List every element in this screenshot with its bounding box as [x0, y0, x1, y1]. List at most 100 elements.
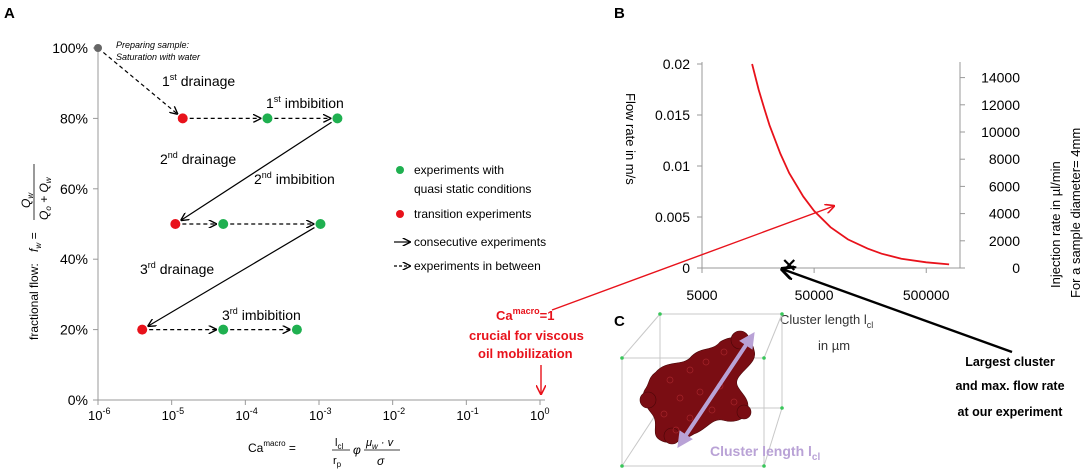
- largest-cluster-callout: Largest cluster and max. flow rate at ou…: [955, 355, 1064, 419]
- solid-arrow: [181, 121, 332, 220]
- legend-quasi-static-1: experiments with: [414, 163, 504, 177]
- y2-tick-label: 2000: [989, 233, 1020, 249]
- x-tick-label: 500000: [903, 287, 950, 303]
- x-formula-muv: μw · v: [365, 437, 395, 451]
- y2-label-line2: For a sample diameter= 4mm: [1068, 128, 1083, 298]
- transition-point: [177, 113, 188, 124]
- legend-green-marker: [396, 166, 404, 174]
- quasi-static-point: [291, 324, 302, 335]
- ca-callout-line1: Camacro=1: [496, 306, 554, 323]
- y-tick-label: 40%: [60, 251, 88, 267]
- black-callout-arrow: [782, 269, 1013, 354]
- legend-consecutive: consecutive experiments: [414, 235, 546, 249]
- corner-dot: [762, 464, 766, 468]
- x-tick-label: 10-3: [309, 406, 331, 423]
- cluster-length-arrow: [677, 332, 755, 448]
- y-tick-label: 0%: [68, 392, 88, 408]
- x-tick-label: 10-5: [162, 406, 184, 423]
- panel-a-arrows: [103, 52, 332, 329]
- panel-a-points: [94, 44, 343, 335]
- x-formula-phi: φ: [353, 443, 361, 457]
- panel-b-x-label: Cluster length lcl in µm: [780, 312, 873, 353]
- y2-tick-label: 10000: [981, 124, 1020, 140]
- panel-b-y-label-text: Flow rate in m/s: [623, 93, 638, 185]
- x-tick-label: 100: [530, 406, 549, 423]
- x-tick-label: 50000: [795, 287, 834, 303]
- x-formula-sigma: σ: [377, 454, 385, 468]
- panel-a-y-ticks: 0% 20% 40% 60% 80% 100%: [52, 40, 98, 408]
- x-label-line2: in µm: [818, 338, 850, 353]
- oil-cluster: [639, 330, 756, 445]
- legend-in-between: experiments in between: [414, 259, 541, 273]
- box-edge-1: [621, 313, 661, 359]
- imbibition1-label: 1st imbibition: [266, 94, 344, 111]
- quasi-static-point: [218, 219, 229, 229]
- x-formula-ca: Camacro =: [248, 439, 296, 455]
- ca-callout-line3: oil mobilization: [478, 346, 573, 361]
- cluster-lobe: [663, 427, 681, 445]
- drainage3-label: 3rd drainage: [140, 260, 214, 277]
- legend-red-marker: [396, 210, 404, 218]
- corner-dot: [780, 406, 784, 410]
- x-formula-rp: rp: [333, 455, 342, 469]
- corner-dot: [780, 312, 784, 316]
- y2-tick-label: 12000: [981, 97, 1020, 113]
- y2-tick-label: 14000: [981, 70, 1020, 86]
- quasi-static-point: [315, 219, 326, 229]
- panel-b-y-ticks: 0 0.005 0.01 0.015 0.02: [655, 56, 702, 276]
- quasi-static-point: [218, 324, 229, 335]
- x-tick-label: 10-4: [235, 406, 257, 423]
- drainage1-label: 1st drainage: [162, 72, 235, 89]
- x-label-line1: Cluster length lcl: [780, 312, 873, 330]
- cluster-lobe: [639, 391, 657, 409]
- callout-line1: Largest cluster: [965, 355, 1055, 369]
- y-formula-fw: fw =: [27, 233, 43, 252]
- red-link-arrow: [551, 206, 834, 311]
- panel-b-y-label: Flow rate in m/s: [623, 93, 638, 185]
- y-tick-label: 0.005: [655, 209, 690, 225]
- panel-a-x-ticks: 10-6 10-5 10-4 10-3 10-2 10-1 100: [88, 400, 549, 423]
- y2-tick-label: 6000: [989, 178, 1020, 194]
- y-tick-label: 0.015: [655, 107, 690, 123]
- y-formula-num: Qw: [19, 192, 35, 208]
- panel-b-y2-label: Injection rate in µl/min For a sample di…: [1048, 128, 1083, 298]
- x-tick-label: 10-1: [456, 406, 478, 423]
- y-tick-label: 20%: [60, 322, 88, 338]
- ca-callout: Camacro=1 crucial for viscous oil mobili…: [469, 306, 584, 361]
- ca-callout-line2: crucial for viscous: [469, 328, 584, 343]
- cluster-lobe: [736, 404, 752, 420]
- transition-point: [137, 324, 148, 335]
- x-tick-label: 10-6: [88, 406, 110, 423]
- y-tick-label: 80%: [60, 110, 88, 126]
- x-formula-lcl: lcl: [335, 437, 343, 451]
- dashed-arrow: [103, 52, 177, 113]
- callout-line3: at our experiment: [958, 405, 1064, 419]
- legend-transition: transition experiments: [414, 207, 531, 221]
- cluster-length-label: Cluster length lcl: [710, 443, 820, 463]
- y2-tick-label: 0: [1012, 260, 1020, 276]
- box-edge-4: [763, 407, 783, 467]
- drainage2-label: 2nd drainage: [160, 150, 236, 167]
- panel-a-y-label: fractional flow:: [27, 263, 41, 340]
- y-tick-label: 0: [682, 260, 690, 276]
- solid-arrow: [148, 227, 315, 326]
- panel-a: A 0%20%40%60%80%100% 10-6 10-5 10-4 10-3 10-…: [4, 5, 584, 469]
- panel-b: B 0 0.005 0.01 0.015 0.02 0 2000 4000 6000 8000 1…: [551, 5, 1083, 419]
- corner-dot: [658, 312, 662, 316]
- y-formula-den: Qo + Qw: [37, 176, 53, 220]
- callout-line2: and max. flow rate: [955, 379, 1064, 393]
- y2-label-line1: Injection rate in µl/min: [1048, 161, 1063, 288]
- x-tick-label: 10-2: [383, 406, 405, 423]
- preparing-text-1: Preparing sample:: [116, 40, 190, 50]
- quasi-static-point: [262, 113, 273, 124]
- y-tick-label: 0.01: [663, 158, 690, 174]
- transition-point: [170, 219, 181, 229]
- y2-tick-label: 4000: [989, 206, 1020, 222]
- x-tick-label: 5000: [686, 287, 717, 303]
- panel-a-y-formula: fw = Qw Qo + Qw: [19, 164, 53, 252]
- panel-b-label: B: [614, 5, 625, 22]
- texture-dot: [660, 410, 668, 418]
- imbibition2-label: 2nd imbibition: [254, 170, 335, 187]
- panel-a-label: A: [4, 5, 15, 22]
- panel-c: C: [614, 312, 820, 468]
